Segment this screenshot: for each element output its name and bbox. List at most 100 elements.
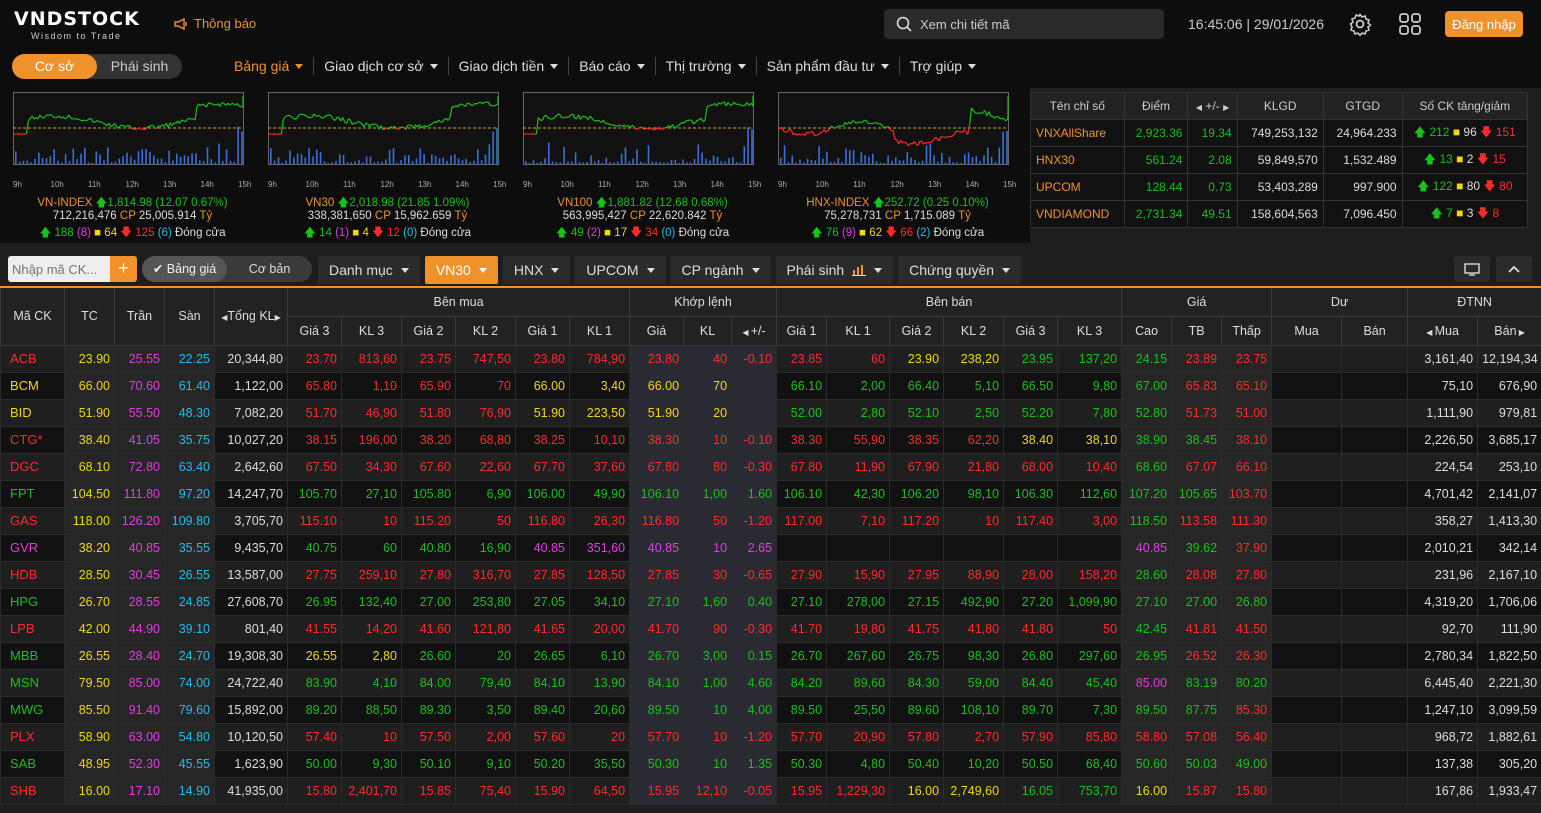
- symbol-cell[interactable]: MSN: [0, 668, 65, 697]
- square-icon: ■: [94, 227, 102, 239]
- price-cell: 26.70: [776, 641, 828, 670]
- mode-tab-phai-sinh[interactable]: Phái sinh: [110, 58, 169, 74]
- symbol-cell[interactable]: HPG: [0, 587, 65, 616]
- symbol-cell[interactable]: DGC: [0, 452, 65, 481]
- table-row[interactable]: CTG* 38.40 41.05 35.75 10,027,20 38.15 196,00 3…: [0, 425, 1541, 454]
- table-row[interactable]: BCM 66.00 70.60 61.40 1,122,00 65.80 1,10 65.90…: [0, 371, 1541, 400]
- tab-danh-muc[interactable]: Danh mục: [318, 256, 420, 284]
- symbol-cell[interactable]: MBB: [0, 641, 65, 670]
- apps-grid-icon[interactable]: [1398, 12, 1422, 36]
- tab-vn30[interactable]: VN30: [424, 256, 498, 284]
- symbol-cell[interactable]: MWG: [0, 695, 65, 724]
- group-matched: Khớp lệnh: [629, 286, 778, 317]
- index-volume-line: 563,995,427 CP 22,620.842 Tỷ: [515, 210, 770, 222]
- volume-bar: [415, 158, 418, 164]
- hl-price: 39.62: [1171, 533, 1223, 562]
- volume-bar: [339, 154, 341, 164]
- symbol-cell[interactable]: BID: [0, 398, 65, 427]
- col-foreign-buy[interactable]: ◀ Mua: [1407, 315, 1479, 346]
- col-bid-price-2: Giá 2: [401, 315, 456, 346]
- volume-bar: [643, 162, 646, 164]
- symbol-cell[interactable]: GAS: [0, 506, 65, 535]
- table-row[interactable]: BID 51.90 55.50 48.30 7,082,20 51.70 46,90 51.8…: [0, 398, 1541, 427]
- symbol-cell[interactable]: CTG*: [0, 425, 65, 454]
- symbol-cell[interactable]: LPB: [0, 614, 65, 643]
- match-price: 40.85: [629, 533, 685, 562]
- table-row[interactable]: MBB 26.55 28.40 24.70 19,308,30 26.55 2,80 26.6…: [0, 641, 1541, 670]
- nav-san-pham-dau-tu[interactable]: Sản phẩm đầu tư: [757, 57, 900, 75]
- mini-chart-hnx-index[interactable]: 9h 10h 11h 12h 13h 14h 15h HNX-INDEX 🡅252.72 (0…: [770, 92, 1025, 242]
- index-row[interactable]: VNXAllShare 2,923.36 19.34 749,253,132 24,96…: [1030, 119, 1529, 147]
- floor-price: 14.90: [164, 776, 215, 805]
- idx-col-change[interactable]: ◀ +/- ▶: [1187, 92, 1238, 120]
- nav-tro-giup[interactable]: Trợ giúp: [900, 57, 986, 75]
- table-row[interactable]: LPB 42.00 44.90 39.10 801,40 41.55 14,20 41.60 1…: [0, 614, 1541, 643]
- table-row[interactable]: DGC 68.10 72.80 63.40 2,642,60 67.50 34,30 67.6…: [0, 452, 1541, 481]
- symbol-cell[interactable]: SAB: [0, 749, 65, 778]
- index-row[interactable]: VNDIAMOND 2,731.34 49.51 158,604,563 7,096.4…: [1030, 200, 1529, 228]
- index-value: 1,881.82: [607, 197, 653, 209]
- nav-giao-dich-tien[interactable]: Giao dịch tiền: [449, 57, 570, 75]
- mini-chart-vn100[interactable]: 9h 10h 11h 12h 13h 14h 15h VN100 🡅1,881.82 (12.…: [515, 92, 770, 242]
- monitor-mode-button[interactable]: [1454, 256, 1490, 282]
- volume-bar: [237, 126, 239, 164]
- symbol-cell[interactable]: PLX: [0, 722, 65, 751]
- symbol-cell[interactable]: BCM: [0, 371, 65, 400]
- table-row[interactable]: HPG 26.70 28.55 24.85 27,608,70 26.95 132,40 27…: [0, 587, 1541, 616]
- add-symbol-button[interactable]: +: [110, 256, 137, 282]
- match-volume: 12,10: [683, 776, 733, 805]
- symbol-cell[interactable]: HDB: [0, 560, 65, 589]
- table-row[interactable]: SAB 48.95 52.30 45.55 1,623,90 50.00 9,30 50.10…: [0, 749, 1541, 778]
- collapse-button[interactable]: [1496, 256, 1532, 282]
- arrow-up-icon: 🡅: [1413, 124, 1427, 139]
- col-match-change[interactable]: ◀ +/-: [731, 315, 778, 346]
- volume-cell: 38,10: [1057, 425, 1123, 454]
- volume-bar: [396, 162, 399, 164]
- tab-upcom[interactable]: UPCOM: [575, 256, 666, 284]
- mode-tab-co-so[interactable]: Cơ sở: [12, 54, 97, 79]
- mini-chart-vn-index[interactable]: 9h 10h 11h 12h 13h 14h 15h VN-INDEX 🡅1,814.98 (…: [5, 92, 260, 242]
- table-row[interactable]: MWG 85.50 91.40 79.60 15,892,00 89.20 88,50 89.…: [0, 695, 1541, 724]
- table-row[interactable]: SHB 16.00 17.10 14.90 41,935,00 15.80 2,401,70…: [0, 776, 1541, 805]
- table-row[interactable]: ACB 23.90 25.55 22.25 20,344,80 23.70 813,60 23…: [0, 344, 1541, 373]
- table-row[interactable]: HDB 28.50 30.45 26.55 13,587,00 27.75 259,10 27…: [0, 560, 1541, 589]
- index-row[interactable]: UPCOM 128.44 0.73 53,403,289 997.900 🡅 122 ■ …: [1030, 173, 1529, 201]
- tab-cp-nganh[interactable]: CP ngành: [670, 256, 771, 284]
- table-row[interactable]: FPT 104.50 111.80 97.20 14,247,70 105.70 27,10…: [0, 479, 1541, 508]
- x-tick: 11h: [88, 180, 101, 189]
- symbol-add-input[interactable]: [8, 256, 110, 282]
- symbol-cell[interactable]: FPT: [0, 479, 65, 508]
- symbol-search[interactable]: [884, 9, 1164, 39]
- symbol-cell[interactable]: GVR: [0, 533, 65, 562]
- table-row[interactable]: GVR 38.20 40.85 35.55 9,435,70 40.75 60 40.80 16…: [0, 533, 1541, 562]
- volume-cell: 13,90: [568, 668, 631, 697]
- view-co-ban[interactable]: Cơ bản: [248, 262, 291, 276]
- match-price: 23.80: [629, 344, 685, 373]
- tab-hnx[interactable]: HNX: [502, 256, 571, 284]
- gear-icon[interactable]: [1348, 12, 1372, 36]
- symbol-cell[interactable]: SHB: [0, 776, 65, 805]
- login-button[interactable]: Đăng nhập: [1445, 11, 1523, 37]
- caret-right-icon: ▶: [1516, 327, 1525, 337]
- nav-bao-cao[interactable]: Báo cáo: [569, 57, 656, 75]
- nav-bang-gia[interactable]: Bảng giá: [224, 57, 315, 75]
- nav-thi-truong[interactable]: Thị trường: [656, 57, 757, 75]
- symbol-cell[interactable]: ACB: [0, 344, 65, 373]
- price-cell: 115.20: [401, 506, 456, 535]
- table-row[interactable]: MSN 79.50 85.00 74.00 24,722,40 83.90 4,10 84.0…: [0, 668, 1541, 697]
- logo[interactable]: VNDSTOCK Wisdom to Trade: [14, 8, 140, 41]
- tab-chung-quyen[interactable]: Chứng quyền: [898, 256, 1022, 284]
- index-row[interactable]: HNX30 561.24 2.08 59,849,570 1,532.489 🡅 13 ■…: [1030, 146, 1529, 174]
- search-input[interactable]: [920, 16, 1150, 32]
- mini-chart-vn30[interactable]: 9h 10h 11h 12h 13h 14h 15h VN30 🡅2,018.98 (21.8…: [260, 92, 515, 242]
- view-bang-gia[interactable]: ✔ Bảng giá: [142, 256, 227, 282]
- nav-giao-dich-co-so[interactable]: Giao dịch cơ sở: [314, 57, 449, 75]
- notification-button[interactable]: Thông báo: [174, 16, 256, 31]
- search-icon: [896, 16, 912, 32]
- table-row[interactable]: PLX 58.90 63.00 54.80 10,120,50 57.40 10 57.50 2…: [0, 722, 1541, 751]
- table-row[interactable]: GAS 118.00 126.20 109.80 3,705,70 115.10 10 115…: [0, 506, 1541, 535]
- col-total-volume[interactable]: ◀Tổng KL▶: [214, 286, 288, 346]
- foreign-cell: 1,706,06: [1477, 587, 1541, 616]
- tab-phai-sinh[interactable]: Phái sinh: [775, 256, 894, 284]
- price-cell: 27.95: [889, 560, 945, 589]
